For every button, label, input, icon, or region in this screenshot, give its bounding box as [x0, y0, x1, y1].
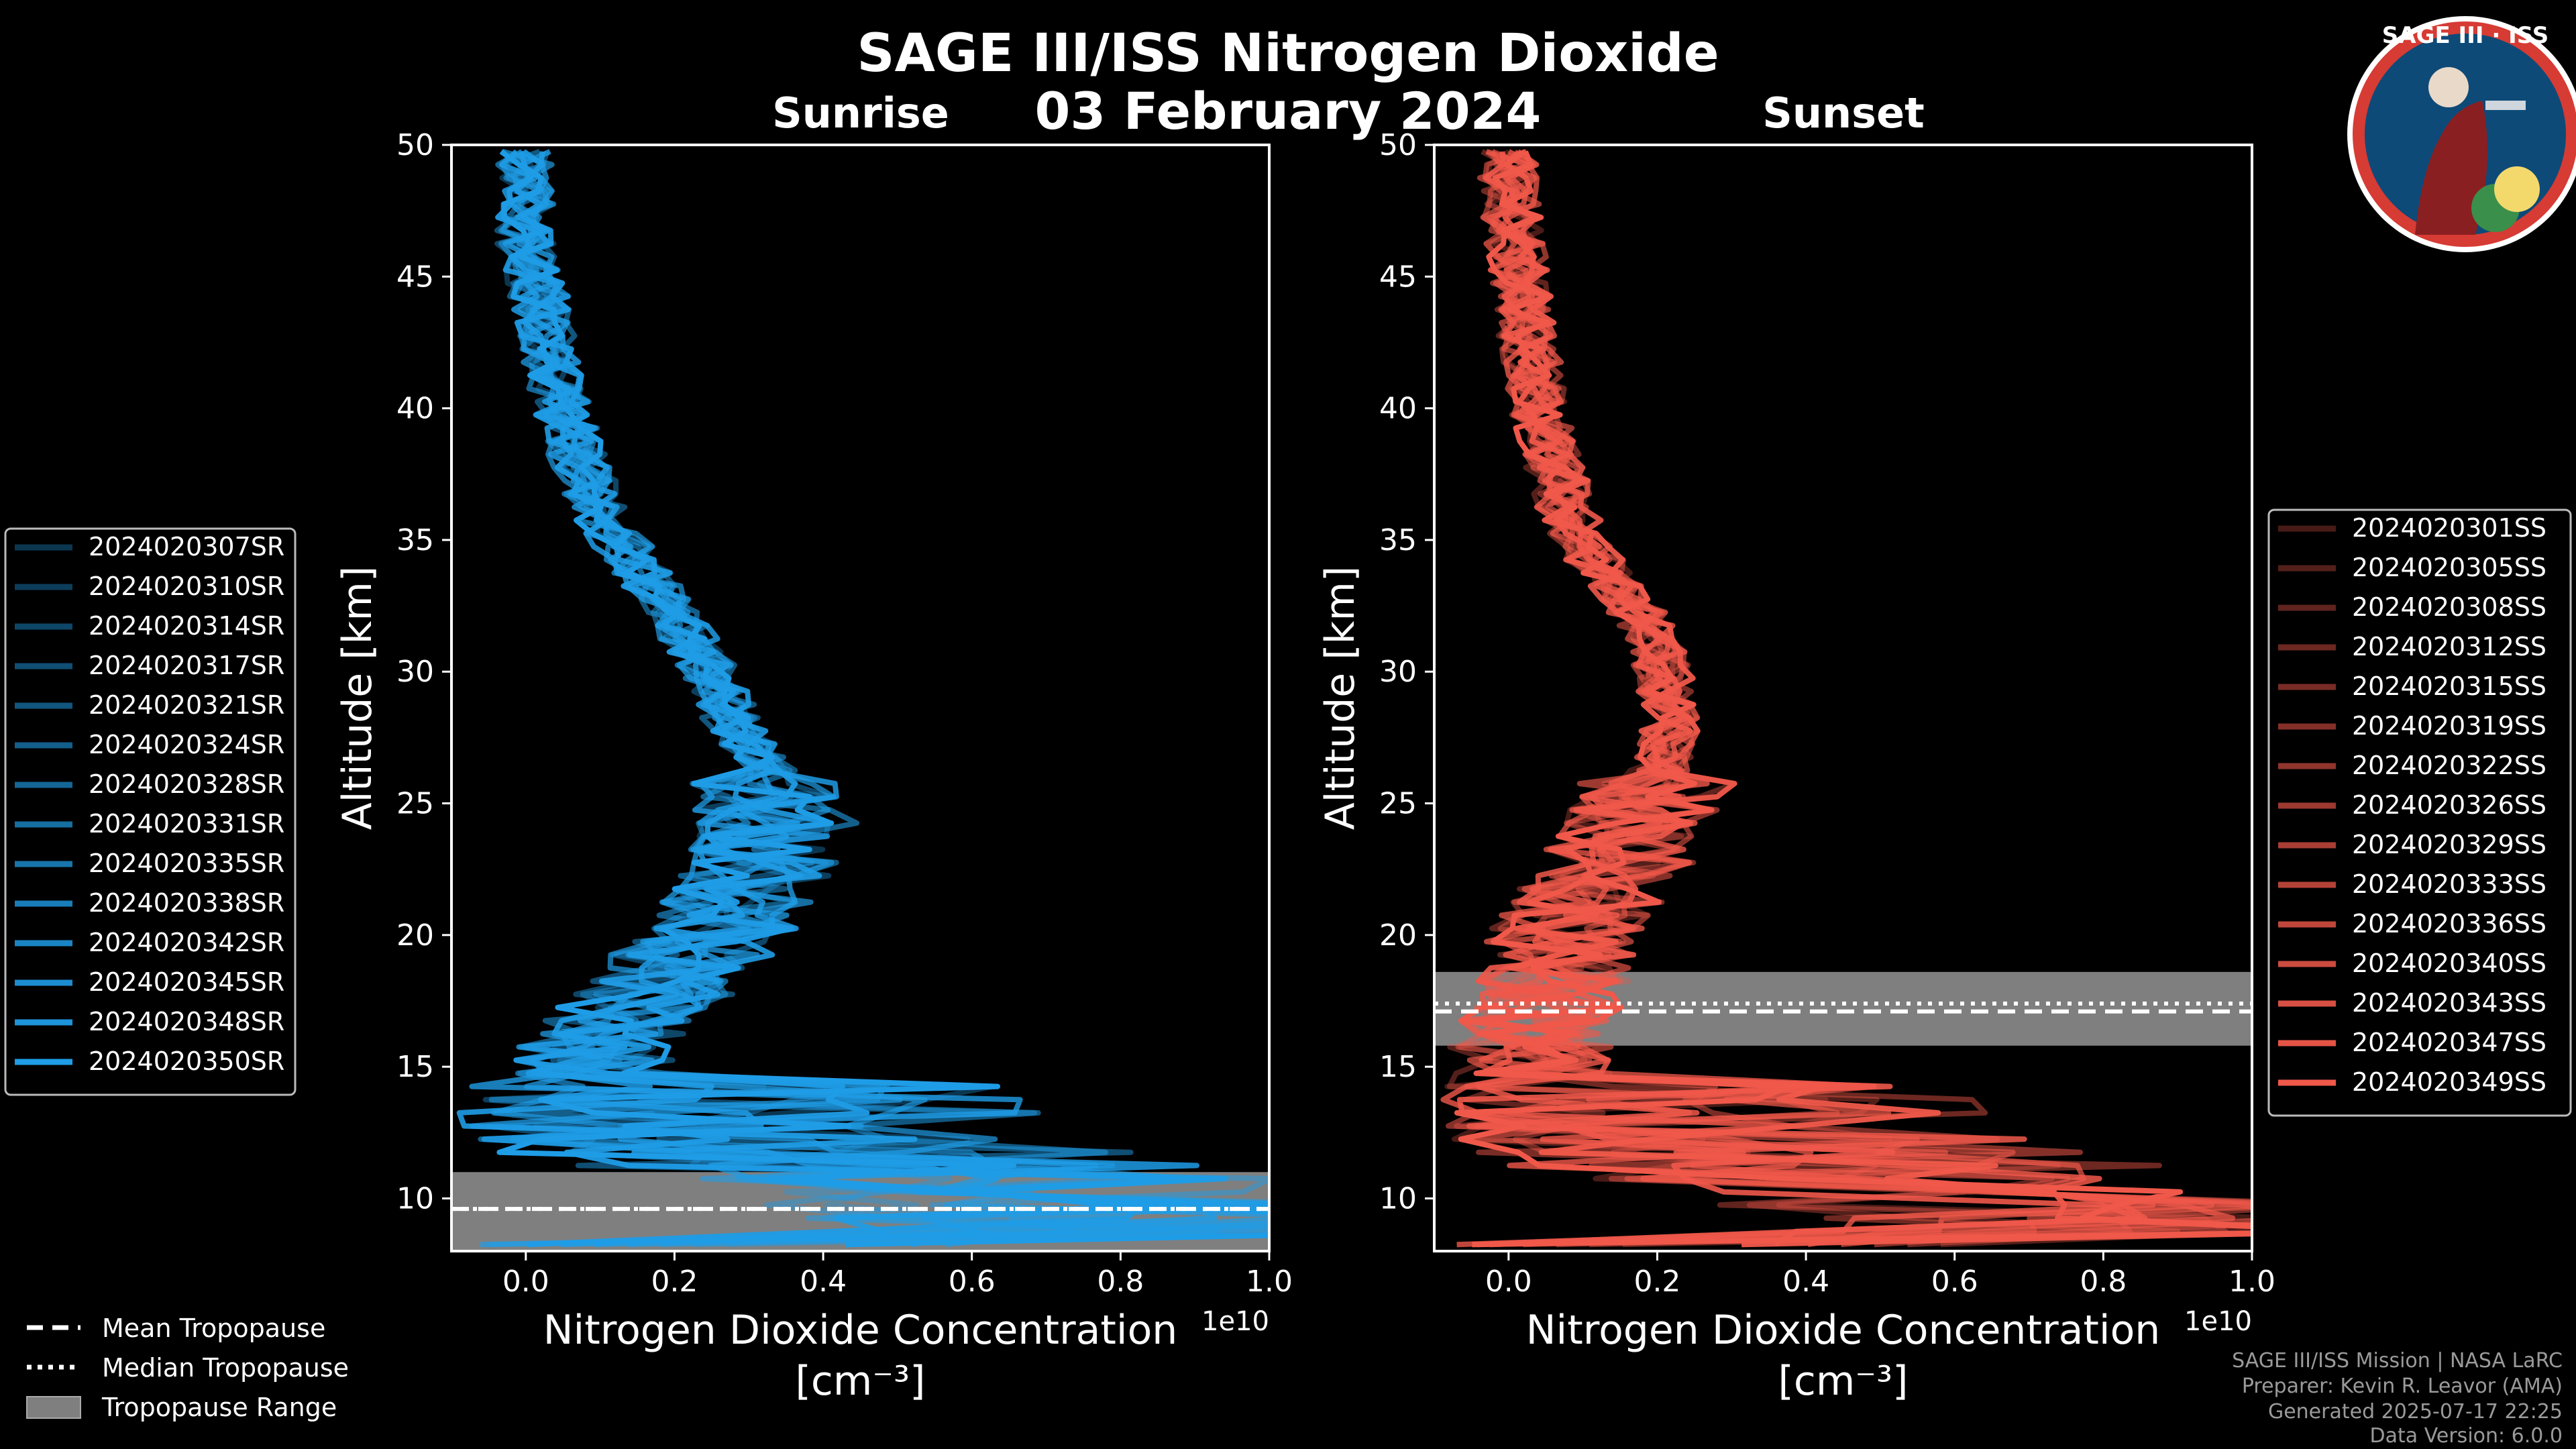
sunrise-x-tick-label: 0.0 — [502, 1265, 549, 1299]
sunrise-series-line — [495, 150, 1228, 1248]
sunset-x-tick-label: 0.4 — [1782, 1265, 1829, 1299]
sunset-legend-label: 2024020336SS — [2352, 909, 2546, 938]
sunrise-legend-label: 2024020314SR — [89, 611, 284, 641]
sunrise-x-axis-unit: [cm⁻³] — [796, 1358, 926, 1405]
sunrise-x-tick-label: 0.8 — [1097, 1265, 1144, 1299]
logo-text: SAGE III · ISS — [2382, 22, 2548, 49]
sunset-legend-label: 2024020319SS — [2352, 711, 2546, 741]
sunrise-x-axis-label: Nitrogen Dioxide Concentration — [543, 1307, 1178, 1354]
sunset-x-tick-label: 0.0 — [1485, 1265, 1532, 1299]
sunrise-y-tick-label: 15 — [396, 1050, 434, 1084]
sunset-x-tick-label: 0.2 — [1633, 1265, 1680, 1299]
sunrise-legend-label: 2024020324SR — [89, 730, 284, 759]
sunset-series-line — [1454, 150, 2252, 1248]
sunset-x-axis-unit: [cm⁻³] — [1778, 1358, 1909, 1405]
tropopause-range-label: Tropopause Range — [101, 1393, 337, 1422]
sunrise-legend-label: 2024020338SR — [89, 888, 284, 918]
sunset-legend-label: 2024020305SS — [2352, 553, 2546, 582]
tropopause-legend: Mean Tropopause Median Tropopause Tropop… — [26, 1313, 349, 1422]
sunrise-legend-label: 2024020331SR — [89, 809, 284, 839]
sunset-plot-area — [1434, 148, 2252, 1248]
sunset-legend-label: 2024020349SS — [2352, 1067, 2546, 1097]
sunrise-x-tick-label: 0.6 — [949, 1265, 996, 1299]
sunrise-legend-label: 2024020317SR — [89, 651, 284, 680]
sunrise-series-line — [496, 149, 1269, 1248]
sunrise-legend-label: 2024020307SR — [89, 532, 284, 561]
sunrise-subtitle: Sunrise — [772, 89, 949, 138]
sage-logo: SAGE III · ISS — [2347, 16, 2576, 252]
sunrise-legend: 2024020307SR 2024020310SR 2024020314SR 2024… — [4, 527, 297, 1096]
chart-date: 03 February 2024 — [1035, 81, 1542, 141]
sunset-legend-label: 2024020312SS — [2352, 632, 2546, 661]
sunrise-x-tick-label: 0.4 — [800, 1265, 847, 1299]
sunset-legend-label: 2024020333SS — [2352, 869, 2546, 899]
sunset-y-axis-label: Altitude [km] — [1317, 566, 1364, 830]
sunset-x-multiplier: 1e10 — [2184, 1306, 2252, 1337]
footer-generated: Generated 2025-07-17 22:25 — [2268, 1400, 2563, 1424]
sunset-legend-box — [2267, 508, 2572, 1117]
sunrise-legend-label: 2024020350SR — [89, 1046, 284, 1076]
footer-mission: SAGE III/ISS Mission | NASA LaRC — [2232, 1349, 2563, 1373]
chart-title: SAGE III/ISS Nitrogen Dioxide — [857, 23, 1719, 84]
sunrise-y-tick-label: 50 — [396, 128, 434, 162]
median-tropopause-label: Median Tropopause — [102, 1353, 349, 1383]
sunrise-x-tick-label: 1.0 — [1246, 1265, 1293, 1299]
sunrise-y-axis-label: Altitude [km] — [334, 566, 381, 830]
sunset-y-tick-label: 40 — [1379, 392, 1417, 426]
sunrise-y-tick-label: 20 — [396, 918, 434, 953]
sunset-y-tick-label: 45 — [1379, 260, 1417, 294]
sunrise-y-tick-label: 40 — [396, 392, 434, 426]
sunrise-plot-area — [451, 148, 1269, 1251]
sunrise-legend-label: 2024020342SR — [89, 928, 284, 957]
sunrise-x-tick-label: 0.2 — [651, 1265, 698, 1299]
footer-credits: SAGE III/ISS Mission | NASA LaRC Prepare… — [2232, 1349, 2563, 1448]
sunrise-legend-label: 2024020345SR — [89, 967, 284, 997]
sunset-legend-label: 2024020308SS — [2352, 592, 2546, 622]
sunset-y-tick-label: 20 — [1379, 918, 1417, 953]
sunset-legend-label: 2024020322SS — [2352, 751, 2546, 780]
sunrise-legend-label: 2024020328SR — [89, 769, 284, 799]
sunrise-y-tick-label: 45 — [396, 260, 434, 294]
sunrise-legend-box — [4, 527, 297, 1096]
sunset-x-axis-label: Nitrogen Dioxide Concentration — [1526, 1307, 2161, 1354]
sunset-y-tick-label: 30 — [1379, 655, 1417, 689]
mean-tropopause-label: Mean Tropopause — [102, 1313, 325, 1343]
sunset-legend-label: 2024020326SS — [2352, 790, 2546, 820]
sunrise-legend-label: 2024020348SR — [89, 1007, 284, 1036]
sunset-panel: 0.0 0.2 0.4 0.6 0.8 1.0 10 15 20 25 30 35 40 45 50 1e10… — [1317, 128, 2572, 1405]
sunrise-y-tick-label: 10 — [396, 1181, 434, 1216]
sunset-y-tick-label: 25 — [1379, 787, 1417, 821]
sunset-legend-label: 2024020343SS — [2352, 988, 2546, 1018]
sunset-legend-label: 2024020340SS — [2352, 949, 2546, 978]
sunset-legend-label: 2024020301SS — [2352, 513, 2546, 543]
sunrise-series-line — [469, 149, 1232, 1248]
sunset-y-tick-label: 50 — [1379, 128, 1417, 162]
footer-preparer: Preparer: Kevin R. Leavor (AMA) — [2242, 1375, 2563, 1398]
sunset-x-tick-label: 1.0 — [2229, 1265, 2275, 1299]
sunset-y-tick-label: 35 — [1379, 523, 1417, 557]
sunset-x-tick-label: 0.6 — [1931, 1265, 1978, 1299]
sunrise-axes-frame — [450, 144, 1271, 1252]
sunrise-x-multiplier: 1e10 — [1201, 1306, 1269, 1337]
sunrise-y-tick-label: 30 — [396, 655, 434, 689]
sunset-y-tick-label: 10 — [1379, 1181, 1417, 1216]
sunset-y-tick-label: 15 — [1379, 1050, 1417, 1084]
sunset-legend-label: 2024020329SS — [2352, 830, 2546, 859]
footer-version: Data Version: 6.0.0 — [2370, 1424, 2563, 1448]
sunset-legend-label: 2024020347SS — [2352, 1028, 2546, 1057]
tropopause-range-swatch — [26, 1396, 81, 1419]
sunrise-y-tick-label: 25 — [396, 787, 434, 821]
sunrise-series-line — [456, 151, 1173, 1246]
sunrise-y-tick-label: 35 — [396, 523, 434, 557]
sunrise-panel: 0.0 0.2 0.4 0.6 0.8 1.0 10 15 20 25 30 35 40 45 50 1e10… — [4, 128, 1293, 1405]
sunset-axes-frame — [1433, 144, 2253, 1252]
sunrise-legend-label: 2024020321SR — [89, 690, 284, 720]
sunset-legend: 2024020301SS 2024020305SS 2024020308SS 2024… — [2267, 508, 2572, 1117]
sunset-subtitle: Sunset — [1762, 89, 1925, 138]
sunrise-legend-label: 2024020310SR — [89, 572, 284, 601]
sunset-legend-label: 2024020315SS — [2352, 672, 2546, 701]
sunrise-legend-label: 2024020335SR — [89, 849, 284, 878]
sunset-x-tick-label: 0.8 — [2080, 1265, 2127, 1299]
